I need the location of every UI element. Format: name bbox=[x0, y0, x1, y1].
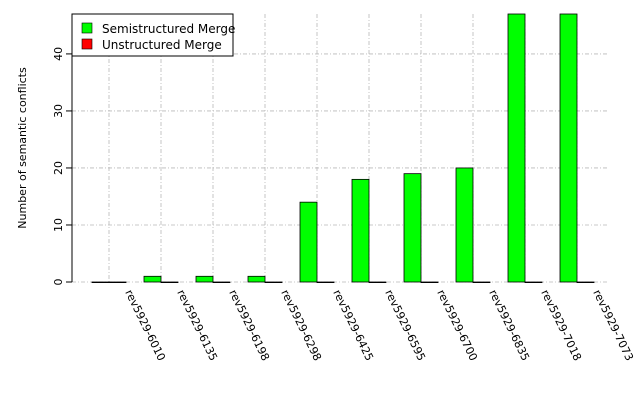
legend-label-unstructured: Unstructured Merge bbox=[102, 38, 222, 52]
bar-semistructured bbox=[195, 275, 214, 283]
legend-box bbox=[71, 13, 234, 57]
x-tick-label: rev5929-6595 bbox=[382, 288, 428, 363]
y-axis: 0 10 20 30 40 bbox=[52, 47, 73, 286]
bar-unstructured bbox=[160, 281, 179, 284]
bars bbox=[91, 13, 595, 284]
bar-unstructured bbox=[316, 281, 335, 284]
bar-semistructured bbox=[507, 13, 526, 283]
bar-semistructured bbox=[403, 173, 422, 283]
bar-unstructured bbox=[212, 281, 231, 284]
y-axis-label: Number of semantic conflicts bbox=[16, 67, 29, 229]
bar-unstructured bbox=[264, 281, 283, 284]
bar-semistructured bbox=[91, 281, 110, 284]
legend: Semistructured Merge Unstructured Merge bbox=[71, 13, 235, 57]
bar-unstructured bbox=[108, 281, 127, 284]
legend-label-semistructured: Semistructured Merge bbox=[102, 22, 235, 36]
bar-unstructured bbox=[576, 281, 595, 284]
y-tick-label: 40 bbox=[52, 47, 65, 61]
x-tick-label: rev5929-7018 bbox=[538, 288, 584, 363]
legend-swatch-unstructured bbox=[81, 38, 93, 50]
bar-semistructured bbox=[143, 275, 162, 283]
bar-unstructured bbox=[368, 281, 387, 284]
y-tick-label: 30 bbox=[52, 104, 65, 118]
bar-unstructured bbox=[420, 281, 439, 284]
x-tick-label: rev5929-6198 bbox=[226, 288, 272, 363]
x-tick-label: rev5929-6425 bbox=[330, 288, 376, 363]
bar-semistructured bbox=[299, 201, 318, 283]
x-tick-label: rev5929-6700 bbox=[434, 288, 480, 363]
x-tick-label: rev5929-7073 bbox=[590, 288, 636, 363]
x-axis: rev5929-6010 rev5929-6135 rev5929-6198 rev5… bbox=[122, 288, 636, 363]
bar-semistructured bbox=[351, 178, 370, 283]
y-tick-label: 0 bbox=[52, 279, 65, 286]
bar-semistructured bbox=[455, 167, 474, 283]
bar-semistructured bbox=[247, 275, 266, 283]
x-tick-label: rev5929-6135 bbox=[174, 288, 220, 363]
bar-unstructured bbox=[472, 281, 491, 284]
bar-unstructured bbox=[524, 281, 543, 284]
x-tick-label: rev5929-6835 bbox=[486, 288, 532, 363]
bar-semistructured bbox=[559, 13, 578, 283]
legend-swatch-semistructured bbox=[81, 22, 93, 34]
x-tick-label: rev5929-6298 bbox=[278, 288, 324, 363]
x-tick-label: rev5929-6010 bbox=[122, 288, 168, 363]
y-tick-label: 20 bbox=[52, 161, 65, 175]
y-tick-label: 10 bbox=[52, 218, 65, 232]
